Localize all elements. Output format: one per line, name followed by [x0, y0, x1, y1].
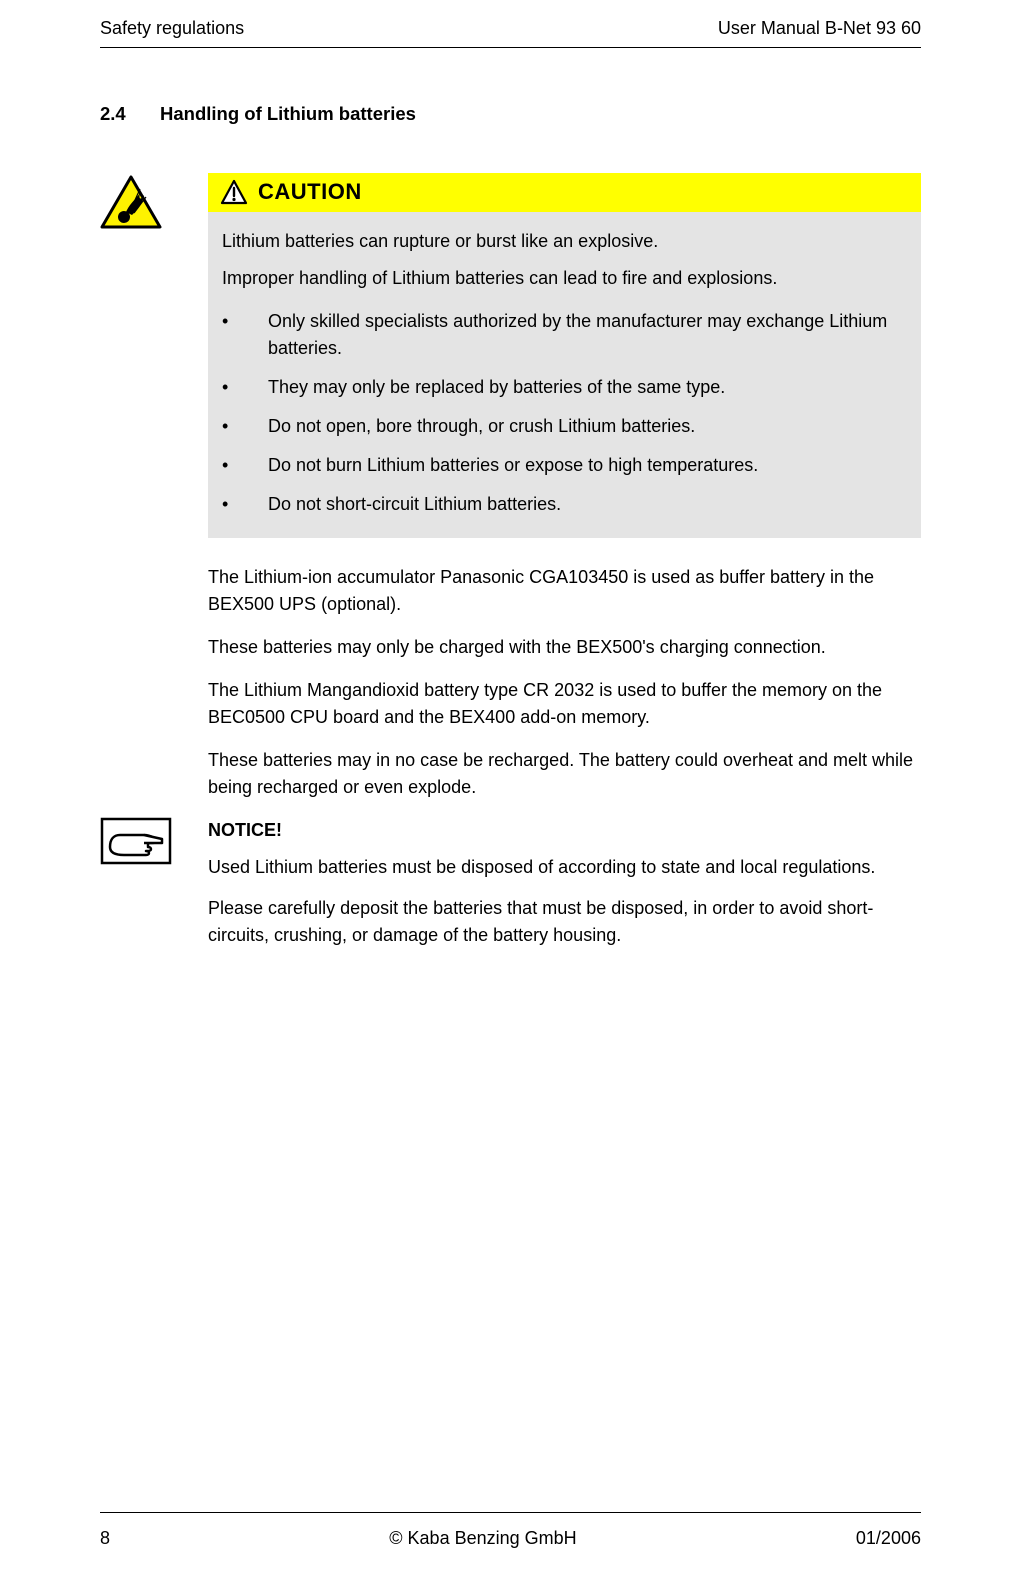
caution-triangle-icon: [220, 179, 248, 205]
page: Safety regulations User Manual B-Net 93 …: [0, 0, 1021, 1575]
bullet-marker: •: [222, 491, 268, 518]
notice-row: NOTICE! Used Lithium batteries must be d…: [0, 817, 1021, 963]
explosion-warning-icon: [100, 175, 162, 230]
caution-header: CAUTION: [208, 173, 921, 212]
bullet-marker: •: [222, 374, 268, 401]
bullet-marker: •: [222, 452, 268, 479]
footer-date: 01/2006: [856, 1528, 921, 1549]
footer-copyright: © Kaba Benzing GmbH: [389, 1528, 576, 1549]
body-paragraph: These batteries may only be charged with…: [208, 634, 921, 661]
main-column: CAUTION Lithium batteries can rupture or…: [208, 173, 921, 817]
header-right: User Manual B-Net 93 60: [718, 18, 921, 39]
pointing-hand-icon: [100, 817, 172, 865]
body-paragraph: The Lithium-ion accumulator Panasonic CG…: [208, 564, 921, 618]
page-footer: 8 © Kaba Benzing GmbH 01/2006: [100, 1528, 921, 1549]
caution-bullet: •Do not open, bore through, or crush Lit…: [222, 407, 907, 446]
bullet-marker: •: [222, 413, 268, 440]
content-area: CAUTION Lithium batteries can rupture or…: [0, 125, 1021, 817]
section-number: 2.4: [100, 103, 160, 125]
caution-body: Lithium batteries can rupture or burst l…: [208, 212, 921, 538]
caution-bullet: •They may only be replaced by batteries …: [222, 368, 907, 407]
header-left: Safety regulations: [100, 18, 244, 39]
notice-main: NOTICE! Used Lithium batteries must be d…: [208, 817, 921, 963]
caution-bullet: •Do not burn Lithium batteries or expose…: [222, 446, 907, 485]
caution-label: CAUTION: [258, 179, 362, 205]
bullet-marker: •: [222, 308, 268, 362]
footer-rule: [100, 1512, 921, 1513]
caution-bullet: •Only skilled specialists authorized by …: [222, 302, 907, 368]
section-title: Handling of Lithium batteries: [160, 103, 416, 125]
bullet-text: Do not burn Lithium batteries or expose …: [268, 452, 907, 479]
section-heading: 2.4 Handling of Lithium batteries: [0, 48, 1021, 125]
bullet-text: Do not short-circuit Lithium batteries.: [268, 491, 907, 518]
body-paragraph: These batteries may in no case be rechar…: [208, 747, 921, 801]
bullet-text: Do not open, bore through, or crush Lith…: [268, 413, 907, 440]
notice-icon-column: [100, 817, 208, 963]
caution-bullet: •Do not short-circuit Lithium batteries.: [222, 485, 907, 524]
page-header: Safety regulations User Manual B-Net 93 …: [0, 0, 1021, 47]
footer-page-number: 8: [100, 1528, 110, 1549]
caution-intro-1: Lithium batteries can rupture or burst l…: [222, 228, 907, 255]
notice-label: NOTICE!: [208, 817, 921, 844]
caution-intro-2: Improper handling of Lithium batteries c…: [222, 265, 907, 292]
body-paragraphs: The Lithium-ion accumulator Panasonic CG…: [208, 538, 921, 801]
caution-bullet-list: •Only skilled specialists authorized by …: [222, 302, 907, 524]
notice-paragraph: Please carefully deposit the batteries t…: [208, 895, 921, 949]
body-paragraph: The Lithium Mangandioxid battery type CR…: [208, 677, 921, 731]
icon-column: [100, 173, 208, 817]
notice-paragraph: Used Lithium batteries must be disposed …: [208, 854, 921, 881]
bullet-text: Only skilled specialists authorized by t…: [268, 308, 907, 362]
bullet-text: They may only be replaced by batteries o…: [268, 374, 907, 401]
